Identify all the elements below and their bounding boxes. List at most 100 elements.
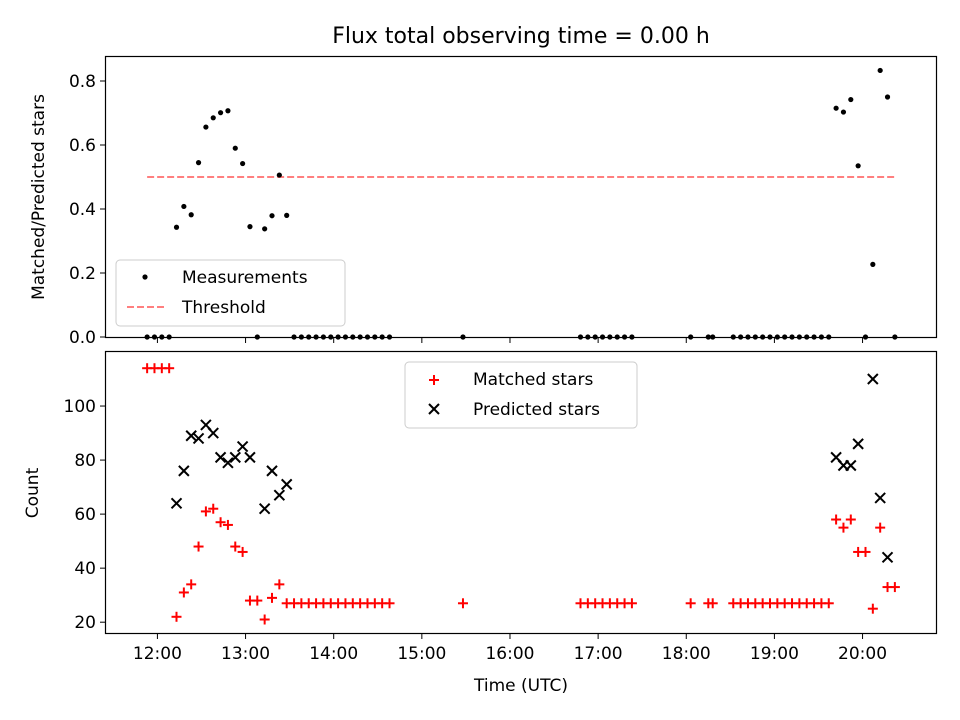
top-y-tick-label: 0.2 bbox=[69, 264, 96, 284]
matched-star-point bbox=[626, 598, 637, 609]
x-tick-label: 18:00 bbox=[662, 644, 711, 664]
matched-star-point bbox=[457, 598, 468, 609]
predicted-star-point bbox=[845, 459, 857, 472]
x-stroke-b bbox=[192, 432, 205, 445]
predicted-star-point bbox=[229, 451, 241, 464]
top-y-tick-label: 0.8 bbox=[69, 72, 96, 92]
x-tick-label: 14:00 bbox=[309, 644, 358, 664]
matched-star-point bbox=[867, 603, 878, 614]
measurement-point bbox=[232, 145, 238, 151]
predicted-star-point bbox=[222, 457, 234, 469]
x-stroke-b bbox=[170, 497, 183, 510]
measurement-point bbox=[840, 109, 847, 115]
x-stroke-b bbox=[200, 419, 212, 431]
measurement-point bbox=[181, 203, 187, 210]
matched-star-point bbox=[274, 579, 285, 590]
predicted-star-point bbox=[852, 438, 864, 450]
legend-measurements-label: Measurements bbox=[182, 268, 308, 288]
predicted-star-point bbox=[244, 451, 256, 464]
measurement-point bbox=[262, 226, 268, 232]
x-tick-label: 17:00 bbox=[574, 644, 623, 664]
x-tick-label: 13:00 bbox=[221, 644, 270, 664]
predicted-star-point bbox=[258, 503, 271, 515]
bottom-y-tick-label: 100 bbox=[64, 397, 96, 417]
predicted-star-point bbox=[185, 430, 197, 442]
predicted-star-point bbox=[170, 497, 183, 510]
x-tick-label: 20:00 bbox=[838, 644, 887, 664]
matched-star-point bbox=[178, 587, 189, 598]
measurement-point bbox=[240, 160, 246, 167]
measurement-point bbox=[855, 163, 861, 169]
matched-star-point bbox=[200, 506, 211, 517]
matched-star-point bbox=[208, 503, 219, 514]
top-y-axis-label: Matched/Predicted stars bbox=[29, 94, 49, 300]
predicted-star-point bbox=[192, 432, 205, 445]
x-stroke-b bbox=[280, 478, 293, 491]
predicted-star-point bbox=[178, 465, 190, 477]
x-tick-label: 15:00 bbox=[397, 644, 446, 664]
matched-star-point bbox=[186, 579, 197, 590]
top-plot-frame bbox=[104, 55, 938, 339]
bottom-y-axis-label: Count bbox=[23, 467, 43, 518]
predicted-star-point bbox=[266, 465, 278, 477]
x-tick-label: 16:00 bbox=[485, 644, 534, 664]
matched-star-point bbox=[823, 598, 834, 609]
x-stroke-b bbox=[207, 427, 219, 439]
top-y-tick-label: 0.0 bbox=[69, 328, 96, 348]
bottom-panel: Count Time (UTC) 20 40 60 80 100 12:00 13:00 14… bbox=[23, 350, 938, 696]
bottom-y-tick-label: 40 bbox=[74, 559, 96, 579]
measurement-point bbox=[870, 261, 876, 267]
x-stroke-b bbox=[273, 489, 286, 501]
matched-star-point bbox=[171, 611, 182, 622]
measurement-point bbox=[247, 224, 253, 230]
bottom-y-tick-label: 80 bbox=[74, 451, 96, 471]
top-legend-box bbox=[115, 259, 346, 327]
chart-title: Flux total observing time = 0.00 h bbox=[332, 24, 710, 49]
measurement-point bbox=[884, 94, 891, 100]
x-stroke-b bbox=[229, 451, 241, 464]
x-stroke-b bbox=[852, 438, 864, 450]
x-stroke-b bbox=[881, 551, 894, 564]
x-stroke-b bbox=[867, 373, 879, 385]
matched-star-point bbox=[252, 595, 263, 606]
measurement-point bbox=[173, 224, 180, 230]
measurement-point bbox=[217, 110, 224, 116]
x-stroke-b bbox=[236, 440, 249, 453]
x-stroke-b bbox=[222, 457, 234, 469]
x-stroke-b bbox=[185, 430, 197, 442]
matched-star-point bbox=[860, 546, 871, 557]
matched-star-point bbox=[838, 522, 849, 533]
predicted-star-point bbox=[280, 478, 293, 491]
x-stroke-b bbox=[214, 451, 227, 464]
matched-star-point bbox=[889, 582, 900, 593]
legend-predicted-marker bbox=[428, 403, 440, 415]
top-legend: Measurements Threshold bbox=[115, 259, 346, 327]
matched-star-point bbox=[384, 598, 395, 609]
predicted-star-point bbox=[207, 427, 219, 439]
legend-threshold-label: Threshold bbox=[181, 298, 266, 318]
matched-star-point bbox=[685, 598, 696, 609]
measurement-point bbox=[203, 124, 209, 130]
top-panel: Flux total observing time = 0.00 h Match… bbox=[29, 24, 938, 348]
predicted-star-point bbox=[273, 489, 286, 501]
matched-star-point bbox=[845, 514, 856, 525]
measurement-point bbox=[877, 67, 883, 74]
x-tick-label: 12:00 bbox=[133, 644, 182, 664]
matched-star-point bbox=[237, 546, 248, 557]
top-y-tick-label: 0.6 bbox=[69, 136, 96, 156]
predicted-star-point bbox=[236, 440, 249, 453]
bottom-plot-frame bbox=[104, 350, 938, 635]
x-stroke-b bbox=[874, 492, 886, 504]
x-stroke-b bbox=[178, 465, 190, 477]
x-stroke-b bbox=[244, 451, 256, 464]
bottom-legend-box bbox=[404, 361, 638, 429]
bottom-axes: 20 40 60 80 100 12:00 13:00 14:00 15:00 16:00 17:0… bbox=[64, 397, 888, 664]
predicted-star-point bbox=[214, 451, 227, 464]
measurement-point bbox=[210, 115, 216, 121]
bottom-y-tick-label: 60 bbox=[74, 505, 96, 525]
matched-star-point bbox=[193, 541, 204, 552]
legend-measurements-marker bbox=[142, 274, 148, 280]
matched-star-point bbox=[164, 363, 175, 374]
